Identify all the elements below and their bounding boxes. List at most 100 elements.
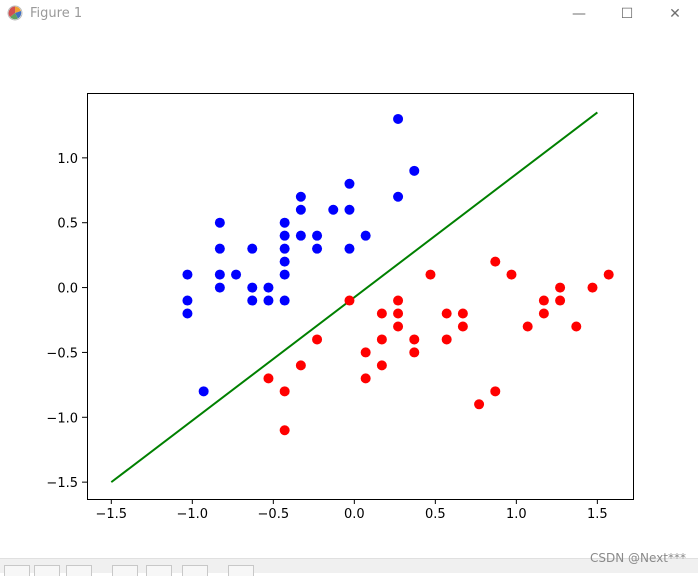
data-point-series0-27 <box>344 204 355 215</box>
data-point-series0-32 <box>409 165 420 176</box>
matplotlib-icon <box>7 5 23 21</box>
data-point-series1-2 <box>279 425 290 436</box>
window-title: Figure 1 <box>30 6 83 21</box>
data-point-series0-29 <box>360 230 371 241</box>
navigation-toolbar <box>0 558 698 576</box>
data-point-series1-16 <box>425 269 436 280</box>
data-point-series1-28 <box>555 282 566 293</box>
minimize-button[interactable]: — <box>556 0 602 28</box>
data-point-series0-21 <box>295 204 306 215</box>
x-tick-label: −1.0 <box>177 507 209 522</box>
data-point-series0-26 <box>344 178 355 189</box>
pan-button[interactable] <box>112 565 138 576</box>
figure-canvas: −1.5 −1.0 −0.5 0.0 0.5 1.0 1.5 −1.5 −1.0 −0.5 0.0 0… <box>0 28 698 558</box>
x-tick-label: 0.0 <box>344 507 365 522</box>
data-point-series0-9 <box>247 243 258 254</box>
data-point-series0-0 <box>182 269 193 280</box>
data-point-series0-20 <box>295 191 306 202</box>
close-icon: ✕ <box>669 6 681 22</box>
y-tick-label: 0.0 <box>57 282 78 297</box>
data-point-series0-25 <box>328 204 339 215</box>
data-point-series1-5 <box>344 295 355 306</box>
data-point-series0-18 <box>279 269 290 280</box>
x-tick-label: −0.5 <box>258 507 290 522</box>
data-point-series1-12 <box>393 308 404 319</box>
window-titlebar: Figure 1 — ☐ ✕ <box>0 0 698 28</box>
data-point-series0-1 <box>182 295 193 306</box>
y-tick-label: 0.5 <box>57 217 78 232</box>
data-point-series0-6 <box>214 269 225 280</box>
data-point-series1-10 <box>376 360 387 371</box>
data-point-series1-8 <box>376 308 387 319</box>
data-point-series1-26 <box>538 295 549 306</box>
x-tick-label: 1.0 <box>506 507 527 522</box>
data-point-series0-24 <box>312 243 323 254</box>
data-point-series0-19 <box>279 295 290 306</box>
data-point-series0-11 <box>247 295 258 306</box>
y-tick-label: −1.5 <box>46 476 78 491</box>
close-button[interactable]: ✕ <box>652 0 698 28</box>
back-button[interactable] <box>34 565 60 576</box>
data-point-series1-14 <box>409 334 420 345</box>
data-point-series1-13 <box>393 321 404 332</box>
data-point-series0-2 <box>182 308 193 319</box>
y-tick-label: −1.0 <box>46 411 78 426</box>
y-tick-label: 1.0 <box>57 152 78 167</box>
data-point-series1-25 <box>522 321 533 332</box>
data-point-series1-30 <box>571 321 582 332</box>
data-point-series0-3 <box>198 386 209 397</box>
data-point-series0-7 <box>214 282 225 293</box>
scatter-chart: −1.5 −1.0 −0.5 0.0 0.5 1.0 1.5 −1.5 −1.0 −0.5 0.0 0… <box>46 93 634 522</box>
maximize-button[interactable]: ☐ <box>604 0 650 28</box>
data-point-series0-4 <box>214 217 225 228</box>
data-point-series1-20 <box>457 321 468 332</box>
data-point-series1-21 <box>474 399 485 410</box>
maximize-icon: ☐ <box>620 6 634 22</box>
data-point-series0-22 <box>295 230 306 241</box>
configure-button[interactable] <box>182 565 208 576</box>
data-point-series1-7 <box>360 373 371 384</box>
data-point-series0-31 <box>393 191 404 202</box>
data-point-series1-3 <box>295 360 306 371</box>
x-tick-label: 0.5 <box>425 507 446 522</box>
data-point-series0-17 <box>279 256 290 267</box>
save-button[interactable] <box>228 565 254 576</box>
data-point-series0-16 <box>279 243 290 254</box>
data-point-series1-0 <box>263 373 274 384</box>
data-point-series0-12 <box>263 282 274 293</box>
data-point-series0-23 <box>312 230 323 241</box>
x-tick-label: 1.5 <box>587 507 608 522</box>
data-point-series1-17 <box>441 308 452 319</box>
data-point-series1-19 <box>457 308 468 319</box>
data-point-series1-15 <box>409 347 420 358</box>
home-button[interactable] <box>4 565 30 576</box>
data-point-series1-11 <box>393 295 404 306</box>
data-point-series0-10 <box>247 282 258 293</box>
zoom-button[interactable] <box>146 565 172 576</box>
data-point-series0-5 <box>214 243 225 254</box>
x-tick-label: −1.5 <box>96 507 128 522</box>
data-point-series0-8 <box>231 269 242 280</box>
data-point-series1-1 <box>279 386 290 397</box>
data-point-series1-4 <box>312 334 323 345</box>
data-point-series1-32 <box>603 269 614 280</box>
minimize-icon: — <box>572 6 586 22</box>
data-point-series1-31 <box>587 282 598 293</box>
watermark-text: CSDN @Next*** <box>590 551 686 565</box>
data-point-series0-14 <box>279 217 290 228</box>
decision-line <box>110 111 598 483</box>
y-tick-label: −0.5 <box>46 346 78 361</box>
data-point-series1-18 <box>441 334 452 345</box>
data-point-series1-23 <box>490 386 501 397</box>
data-point-series0-13 <box>263 295 274 306</box>
data-point-series0-15 <box>279 230 290 241</box>
data-point-series0-30 <box>393 113 404 124</box>
data-point-series1-27 <box>538 308 549 319</box>
data-point-series1-22 <box>490 256 501 267</box>
data-point-series1-6 <box>360 347 371 358</box>
data-point-series1-24 <box>506 269 517 280</box>
data-point-series0-28 <box>344 243 355 254</box>
axes-frame <box>87 93 634 500</box>
forward-button[interactable] <box>66 565 92 576</box>
data-point-series1-29 <box>555 295 566 306</box>
